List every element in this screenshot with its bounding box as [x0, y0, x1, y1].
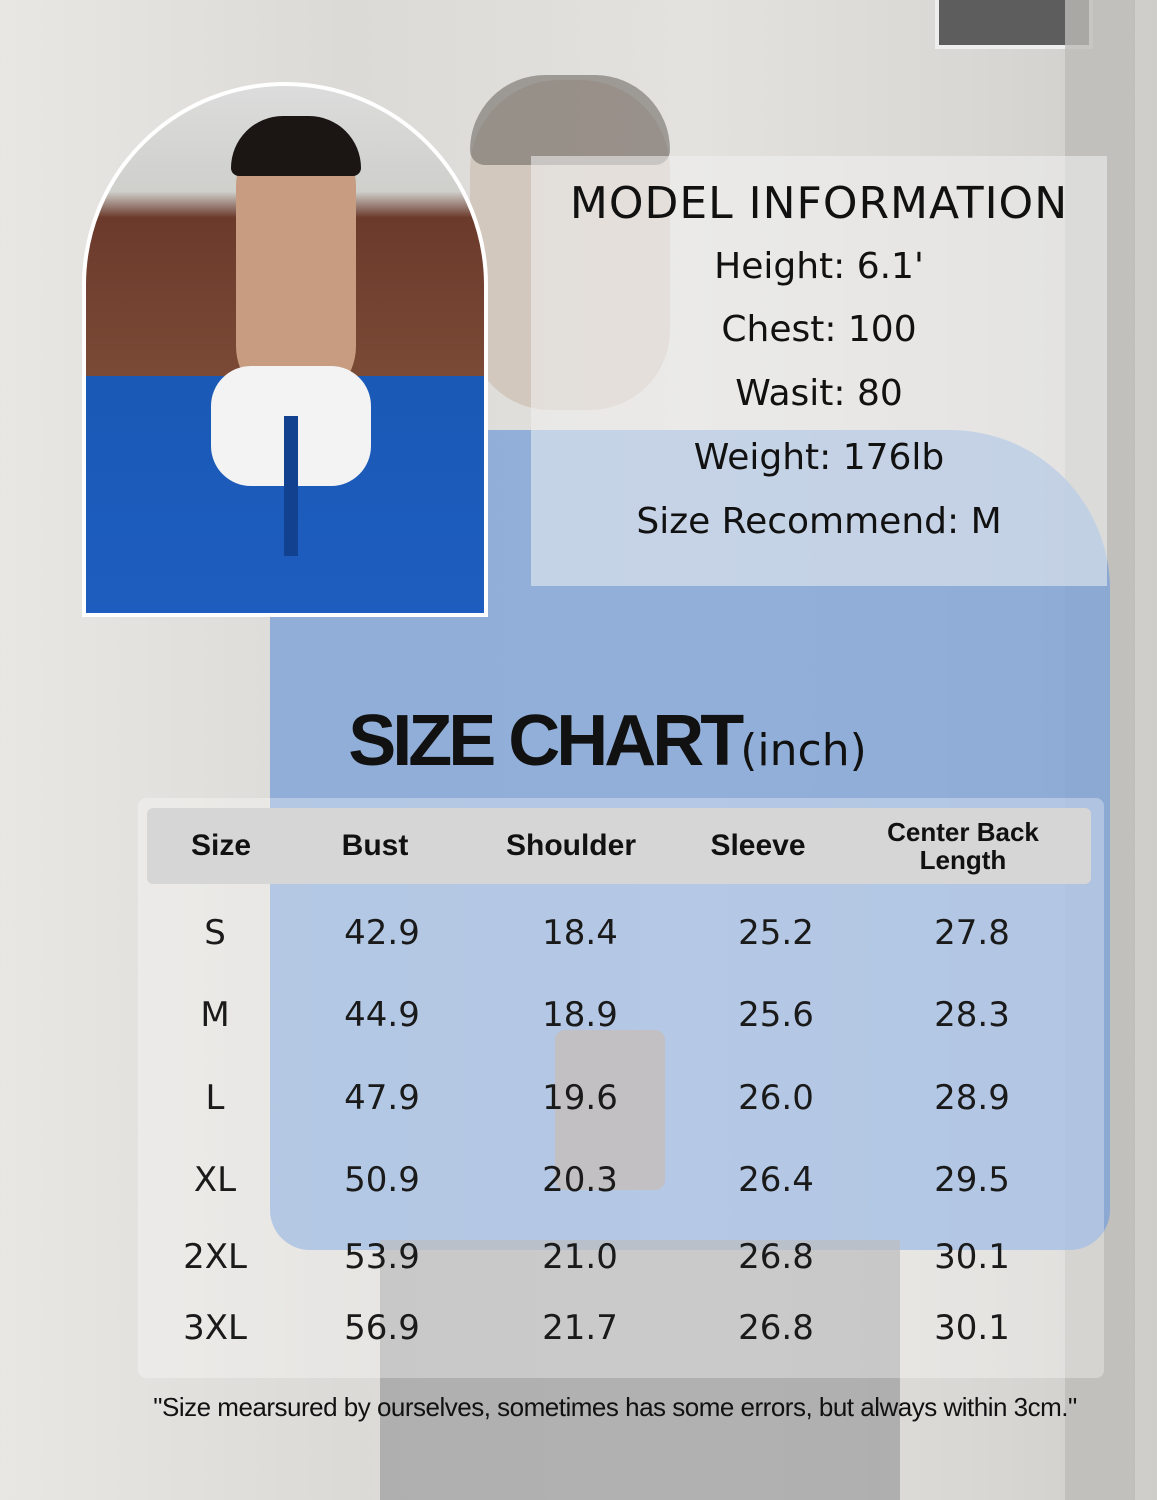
cell-center-back-length: 27.8: [934, 913, 1010, 953]
cell-sleeve: 25.6: [738, 995, 814, 1035]
cell-sleeve: 26.0: [738, 1078, 814, 1118]
cell-size: M: [200, 995, 230, 1035]
header-sleeve: Sleeve: [710, 829, 806, 862]
cell-bust: 47.9: [344, 1078, 420, 1118]
model-pants-background: [380, 1240, 900, 1500]
model-height: Height: 6.1': [714, 246, 924, 287]
cell-size: 2XL: [183, 1237, 247, 1277]
cell-center-back-length: 28.9: [934, 1078, 1010, 1118]
model-hair-background: [470, 75, 670, 165]
cell-sleeve: 25.2: [738, 913, 814, 953]
cell-size: L: [205, 1078, 225, 1118]
cell-bust: 50.9: [344, 1160, 420, 1200]
model-weight: Weight: 176lb: [693, 437, 945, 478]
cell-center-back-length: 29.5: [934, 1160, 1010, 1200]
model-hair: [231, 116, 361, 176]
cell-shoulder: 19.6: [542, 1078, 618, 1118]
cell-shoulder: 20.3: [542, 1160, 618, 1200]
header-shoulder: Shoulder: [505, 829, 636, 862]
header-bust: Bust: [341, 829, 409, 862]
cell-shoulder: 18.9: [542, 995, 618, 1035]
header-center-back-length: Center Back Length: [887, 817, 1039, 875]
size-chart-heading: SIZE CHART: [348, 701, 744, 781]
cell-center-back-length: 30.1: [934, 1237, 1010, 1277]
header-size: Size: [190, 829, 252, 862]
cell-bust: 56.9: [344, 1308, 420, 1348]
cell-shoulder: 18.4: [542, 913, 618, 953]
measurement-note: "Size mearsured by ourselves, sometimes …: [153, 1392, 1077, 1422]
model-information-panel: MODEL INFORMATION Height: 6.1' Chest: 10…: [531, 156, 1107, 586]
model-closeup-photo: [82, 82, 488, 617]
size-chart-unit: (inch): [740, 725, 867, 776]
cell-shoulder: 21.7: [542, 1308, 618, 1348]
cell-sleeve: 26.4: [738, 1160, 814, 1200]
cell-size: XL: [193, 1160, 237, 1200]
size-chart-title: SIZE CHART(inch): [0, 700, 1157, 782]
cell-sleeve: 26.8: [738, 1237, 814, 1277]
quarter-zip: [284, 416, 298, 556]
size-table-panel: [138, 798, 1104, 1378]
model-information-title: MODEL INFORMATION: [569, 178, 1069, 229]
model-waist: Wasit: 80: [735, 373, 903, 414]
cell-bust: 42.9: [344, 913, 420, 953]
cell-sleeve: 26.8: [738, 1308, 814, 1348]
cell-center-back-length: 30.1: [934, 1308, 1010, 1348]
cell-shoulder: 21.0: [542, 1237, 618, 1277]
size-table-header: Size Bust Shoulder Sleeve Center Back Le…: [147, 808, 1091, 884]
cell-center-back-length: 28.3: [934, 995, 1010, 1035]
cell-size: S: [204, 913, 226, 953]
model-chest: Chest: 100: [721, 309, 917, 350]
cell-bust: 44.9: [344, 995, 420, 1035]
model-size-recommend: Size Recommend: M: [636, 501, 1002, 542]
cell-bust: 53.9: [344, 1237, 420, 1277]
cell-size: 3XL: [183, 1308, 247, 1348]
coffee-cup: [555, 1030, 665, 1190]
